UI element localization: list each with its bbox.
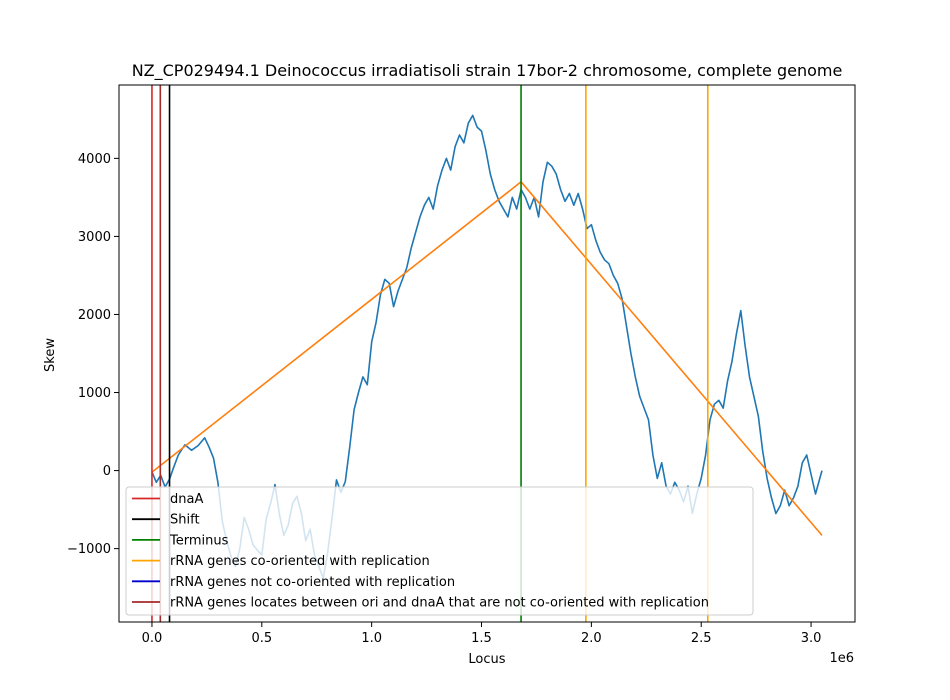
x-tick-label: 2.0	[581, 631, 602, 646]
x-axis-offset-label: 1e6	[829, 651, 854, 666]
plot-clip-group	[151, 85, 823, 622]
x-tick-label: 1.5	[471, 631, 492, 646]
legend-label: rRNA genes locates between ori and dnaA …	[170, 596, 709, 611]
legend-label: rRNA genes co-oriented with replication	[170, 554, 430, 569]
legend-label: Terminus	[169, 533, 229, 548]
x-tick-label: 0.0	[142, 631, 163, 646]
y-tick-label: 0	[103, 464, 111, 479]
axes: 0.0 0.5 1.0 1.5 2.0 2.5 3.0 −1000 0 1000 2000 3000 4…	[67, 84, 856, 646]
plot-area	[151, 85, 823, 622]
x-tick-label: 1.0	[361, 631, 382, 646]
legend-label: Shift	[170, 513, 200, 528]
x-tick-label: 0.5	[251, 631, 272, 646]
legend-box	[125, 486, 754, 616]
y-axis-label: Skew	[43, 338, 58, 372]
y-tick-label: 1000	[78, 386, 111, 401]
y-tick-label: −1000	[67, 542, 111, 557]
trend-series-line	[151, 181, 823, 536]
plot-frame	[118, 84, 856, 623]
x-tick-label: 3.0	[801, 631, 822, 646]
y-tick-label: 3000	[78, 230, 111, 245]
y-tick-label: 4000	[78, 152, 111, 167]
y-tick-label: 2000	[78, 308, 111, 323]
x-axis-label: Locus	[468, 652, 505, 667]
x-tick-label: 2.5	[691, 631, 712, 646]
chart-title: NZ_CP029494.1 Deinococcus irradiatisoli …	[132, 61, 843, 81]
legend-label: dnaA	[170, 492, 203, 507]
legend-label: rRNA genes not co-oriented with replicat…	[170, 575, 455, 590]
legend: dnaA Shift Terminus rRNA genes co-oriented …	[125, 486, 754, 616]
